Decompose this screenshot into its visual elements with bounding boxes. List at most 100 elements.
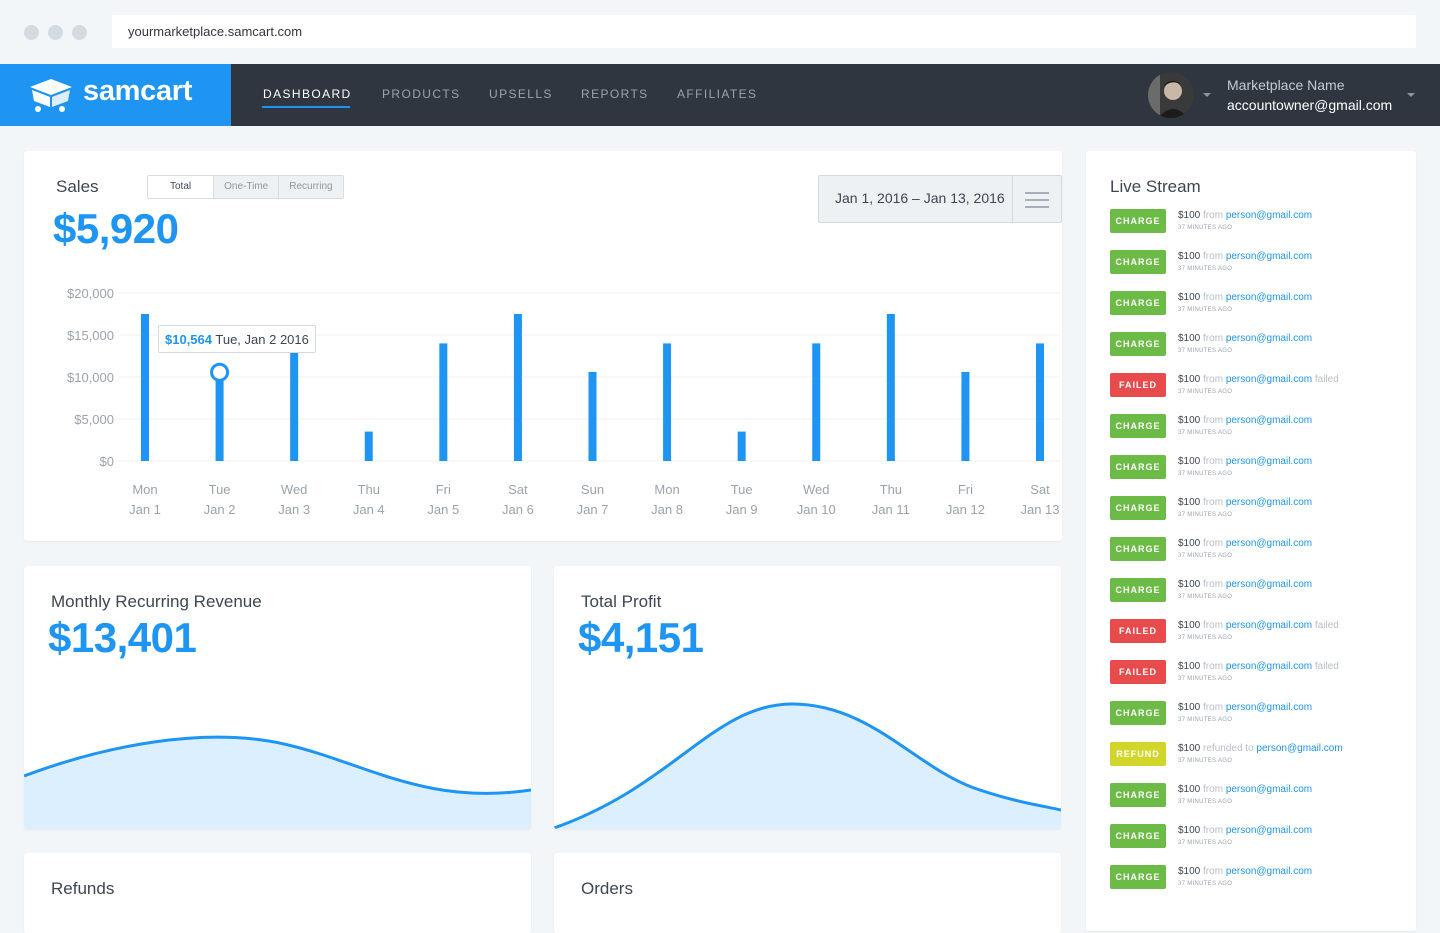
nav-upsells[interactable]: UPSELLS xyxy=(489,87,553,101)
segment-total[interactable]: Total xyxy=(148,176,214,198)
stream-timestamp: 37 MINUTES AGO xyxy=(1178,840,1233,846)
window-minimize-dot[interactable] xyxy=(48,25,63,40)
stream-email-link[interactable]: person@gmail.com xyxy=(1225,538,1313,549)
account-email: accountowner@gmail.com xyxy=(1227,97,1393,113)
stream-timestamp: 37 MINUTES AGO xyxy=(1178,635,1233,641)
stream-verb: from xyxy=(1203,661,1226,672)
stream-verb: from xyxy=(1203,497,1226,508)
y-tick-label: $10,000 xyxy=(67,370,114,385)
x-tick-label: Mon xyxy=(654,482,679,497)
stream-amount: $100 xyxy=(1178,333,1204,344)
stream-item-text: $100 from person@gmail.com xyxy=(1178,333,1312,344)
account-dropdown-icon[interactable] xyxy=(1407,93,1415,97)
profit-title: Total Profit xyxy=(581,592,662,611)
active-nav-indicator xyxy=(262,106,350,108)
status-badge-charge: CHARGE xyxy=(1110,209,1166,233)
bar-jan-9[interactable] xyxy=(737,431,746,461)
status-badge-failed: FAILED xyxy=(1110,619,1166,643)
stream-amount: $100 xyxy=(1178,292,1204,303)
stream-verb: from xyxy=(1203,579,1226,590)
profit-value: $4,151 xyxy=(578,614,704,661)
y-tick-label: $0 xyxy=(100,454,114,469)
mrr-value: $13,401 xyxy=(48,614,197,661)
segment-recurring[interactable]: Recurring xyxy=(278,176,343,198)
x-tick-label: Jan 4 xyxy=(353,502,385,517)
stream-email-link[interactable]: person@gmail.com xyxy=(1225,292,1313,303)
bar-jan-5[interactable] xyxy=(439,343,448,461)
stream-email-link[interactable]: person@gmail.com xyxy=(1225,456,1313,467)
stream-verb: from xyxy=(1203,374,1226,385)
stream-verb: from xyxy=(1203,784,1226,795)
status-badge-charge: CHARGE xyxy=(1110,250,1166,274)
stream-email-link[interactable]: person@gmail.com xyxy=(1225,784,1313,795)
stream-email-link[interactable]: person@gmail.com xyxy=(1256,743,1343,754)
stream-amount: $100 xyxy=(1178,743,1204,754)
bar-jan-4[interactable] xyxy=(364,431,373,461)
window-close-dot[interactable] xyxy=(24,25,39,40)
nav-dashboard[interactable]: DASHBOARD xyxy=(263,87,352,101)
bar-jan-7[interactable] xyxy=(588,371,597,461)
stream-email-link[interactable]: person@gmail.com xyxy=(1225,579,1313,590)
date-range-picker[interactable]: Jan 1, 2016 – Jan 13, 2016 xyxy=(818,175,1062,223)
bar-jan-12[interactable] xyxy=(961,371,970,461)
stream-amount: $100 xyxy=(1178,866,1204,877)
refunds-card: Refunds xyxy=(24,853,531,933)
bar-jan-13[interactable] xyxy=(1036,343,1044,461)
bar-jan-1[interactable] xyxy=(141,314,149,461)
bar-jan-6[interactable] xyxy=(513,314,522,461)
brand-name: samcart xyxy=(83,75,193,107)
nav-products[interactable]: PRODUCTS xyxy=(382,87,461,101)
stream-item-text: $100 from person@gmail.com xyxy=(1178,538,1312,549)
stream-timestamp: 37 MINUTES AGO xyxy=(1178,307,1233,313)
stream-item-text: $100 from person@gmail.com xyxy=(1178,825,1312,836)
window-maximize-dot[interactable] xyxy=(72,25,87,40)
bar-jan-3[interactable] xyxy=(290,343,299,461)
brand-logo[interactable]: samcart xyxy=(0,64,231,126)
stream-email-link[interactable]: person@gmail.com xyxy=(1225,497,1313,508)
x-tick-label: Jan 10 xyxy=(797,502,836,517)
stream-email-link[interactable]: person@gmail.com xyxy=(1225,415,1313,426)
avatar-dropdown-icon[interactable] xyxy=(1203,93,1211,97)
bar-jan-11[interactable] xyxy=(886,314,895,461)
orders-title: Orders xyxy=(581,879,633,898)
status-badge-charge: CHARGE xyxy=(1110,701,1166,725)
bar-jan-2[interactable] xyxy=(215,372,224,461)
mrr-card: Monthly Recurring Revenue $13,401 xyxy=(24,566,531,829)
stream-email-link[interactable]: person@gmail.com xyxy=(1225,251,1313,262)
nav-affiliates[interactable]: AFFILIATES xyxy=(677,87,758,101)
x-tick-label: Wed xyxy=(281,482,308,497)
stream-timestamp: 37 MINUTES AGO xyxy=(1178,348,1233,354)
stream-email-link[interactable]: person@gmail.com xyxy=(1225,866,1313,877)
bar-jan-10[interactable] xyxy=(812,343,821,461)
stream-email-link[interactable]: person@gmail.com xyxy=(1225,620,1313,631)
stream-verb: from xyxy=(1203,251,1226,262)
chart-tooltip: $10,564 Tue, Jan 2 2016 xyxy=(158,325,316,353)
status-badge-charge: CHARGE xyxy=(1110,783,1166,807)
stream-email-link[interactable]: person@gmail.com xyxy=(1225,661,1313,672)
address-bar[interactable]: yourmarketplace.samcart.com xyxy=(112,15,1416,48)
stream-email-link[interactable]: person@gmail.com xyxy=(1225,210,1313,221)
bar-jan-8[interactable] xyxy=(663,343,672,461)
nav-reports[interactable]: REPORTS xyxy=(581,87,649,101)
stream-email-link[interactable]: person@gmail.com xyxy=(1225,374,1313,385)
status-badge-charge: CHARGE xyxy=(1110,455,1166,479)
highlighted-point-marker[interactable] xyxy=(210,362,230,382)
status-badge-failed: FAILED xyxy=(1110,660,1166,684)
status-badge-charge: CHARGE xyxy=(1110,865,1166,889)
segment-one-time[interactable]: One-Time xyxy=(213,176,279,198)
stream-email-link[interactable]: person@gmail.com xyxy=(1225,825,1313,836)
user-avatar[interactable] xyxy=(1148,72,1194,118)
stream-verb: from xyxy=(1203,620,1226,631)
stream-verb: from xyxy=(1203,866,1226,877)
x-tick-label: Tue xyxy=(731,482,753,497)
stream-item-text: $100 from person@gmail.com failed xyxy=(1178,661,1339,672)
stream-item-text: $100 from person@gmail.com xyxy=(1178,866,1312,877)
stream-timestamp: 37 MINUTES AGO xyxy=(1178,266,1233,272)
account-name: Marketplace Name xyxy=(1227,77,1345,93)
profit-area-chart xyxy=(554,702,1061,829)
stream-amount: $100 xyxy=(1178,251,1204,262)
stream-email-link[interactable]: person@gmail.com xyxy=(1225,333,1313,344)
stream-amount: $100 xyxy=(1178,661,1204,672)
x-tick-label: Fri xyxy=(436,482,451,497)
stream-email-link[interactable]: person@gmail.com xyxy=(1225,702,1313,713)
